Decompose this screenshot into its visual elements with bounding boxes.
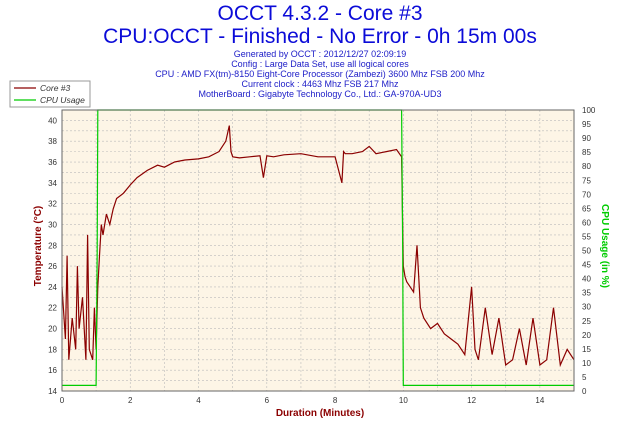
- y-tick-label-left: 40: [48, 116, 57, 125]
- x-tick-label: 0: [60, 396, 65, 405]
- x-tick-label: 4: [196, 396, 201, 405]
- y-tick-label-right: 65: [582, 204, 591, 213]
- y-tick-label-right: 70: [582, 190, 591, 199]
- y-tick-label-right: 75: [582, 176, 591, 185]
- y-tick-label-left: 36: [48, 158, 57, 167]
- y-tick-label-left: 32: [48, 200, 57, 209]
- y-tick-label-left: 26: [48, 262, 57, 271]
- x-tick-label: 14: [535, 396, 544, 405]
- y-tick-label-right: 55: [582, 232, 591, 241]
- info-generated: Generated by OCCT : 2012/12/27 02:09:19: [233, 49, 407, 59]
- y-tick-label-right: 35: [582, 289, 591, 298]
- y-tick-label-right: 85: [582, 148, 591, 157]
- y-tick-label-right: 30: [582, 303, 591, 312]
- y-tick-label-right: 95: [582, 120, 591, 129]
- y-tick-label-left: 34: [48, 179, 57, 188]
- x-tick-label: 2: [128, 396, 133, 405]
- y-tick-label-right: 40: [582, 275, 591, 284]
- y-tick-label-right: 0: [582, 387, 587, 396]
- info-config: Config : Large Data Set, use all logical…: [231, 59, 409, 69]
- info-cpu: CPU : AMD FX(tm)-8150 Eight-Core Process…: [155, 69, 485, 79]
- y-tick-label-left: 18: [48, 345, 57, 354]
- y-tick-label-left: 24: [48, 283, 57, 292]
- chart-subtitle: CPU:OCCT - Finished - No Error - 0h 15m …: [103, 25, 537, 48]
- y-axis-label-left: Temperature (°C): [33, 206, 44, 287]
- x-tick-label: 12: [467, 396, 476, 405]
- y-tick-label-right: 90: [582, 134, 591, 143]
- x-tick-label: 10: [399, 396, 408, 405]
- y-tick-label-right: 10: [582, 359, 591, 368]
- legend: Core #3 CPU Usage: [9, 80, 91, 108]
- info-clock: Current clock : 4463 Mhz FSB 217 Mhz: [241, 79, 399, 89]
- y-tick-label-left: 22: [48, 304, 57, 313]
- legend-label-cpu: CPU Usage: [40, 95, 85, 105]
- info-motherboard: MotherBoard : Gigabyte Technology Co., L…: [198, 89, 442, 99]
- y-tick-label-left: 16: [48, 366, 57, 375]
- y-tick-label-right: 45: [582, 261, 591, 270]
- y-tick-label-right: 20: [582, 331, 591, 340]
- y-axis-label-right: CPU Usage (in %): [599, 204, 610, 288]
- chart-title: OCCT 4.3.2 - Core #3: [217, 2, 423, 25]
- y-tick-label-right: 60: [582, 218, 591, 227]
- y-tick-label-left: 38: [48, 137, 57, 146]
- tick-layer: 1416182022242628303234363840051015202530…: [48, 106, 596, 405]
- y-tick-label-left: 30: [48, 220, 57, 229]
- x-tick-label: 8: [333, 396, 338, 405]
- y-tick-label-right: 25: [582, 317, 591, 326]
- y-tick-label-right: 80: [582, 162, 591, 171]
- x-axis-label: Duration (Minutes): [276, 408, 364, 419]
- legend-label-core: Core #3: [40, 83, 71, 93]
- y-tick-label-right: 100: [582, 106, 596, 115]
- legend-box: [9, 80, 91, 108]
- y-tick-label-right: 50: [582, 247, 591, 256]
- y-tick-label-right: 5: [582, 373, 587, 382]
- y-tick-label-left: 14: [48, 387, 57, 396]
- y-tick-label-right: 15: [582, 345, 591, 354]
- plot-area: [62, 110, 574, 391]
- plot-frame: [61, 109, 575, 392]
- y-tick-label-left: 28: [48, 241, 57, 250]
- y-tick-label-left: 20: [48, 325, 57, 334]
- x-tick-label: 6: [265, 396, 270, 405]
